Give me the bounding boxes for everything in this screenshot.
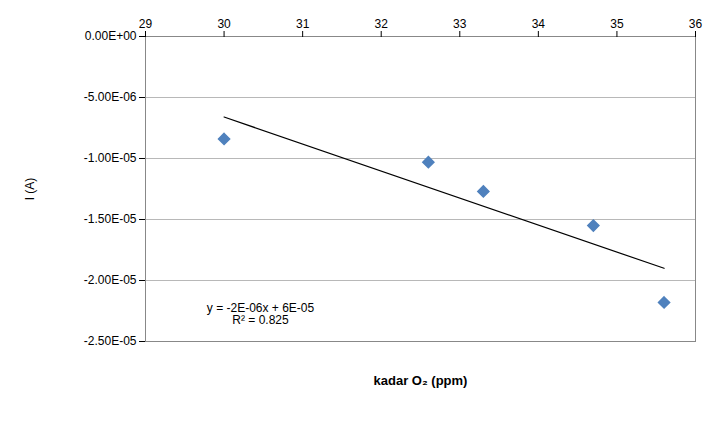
- svg-text:36: 36: [689, 17, 703, 31]
- svg-text:0.00E+00: 0.00E+00: [85, 29, 137, 43]
- svg-text:34: 34: [532, 17, 546, 31]
- svg-text:kadar O₂ (ppm): kadar O₂ (ppm): [374, 373, 468, 388]
- svg-text:y = -2E-06x + 6E-05R² = 0.825: y = -2E-06x + 6E-05R² = 0.825: [207, 301, 315, 327]
- svg-text:35: 35: [610, 17, 624, 31]
- svg-text:-2.00E-05: -2.00E-05: [84, 273, 137, 287]
- svg-text:30: 30: [217, 17, 231, 31]
- svg-text:33: 33: [453, 17, 467, 31]
- svg-text:-1.50E-05: -1.50E-05: [84, 212, 137, 226]
- svg-text:-1.00E-05: -1.00E-05: [84, 151, 137, 165]
- svg-text:-5.00E-06: -5.00E-06: [84, 90, 137, 104]
- svg-text:29: 29: [139, 17, 153, 31]
- svg-text:31: 31: [296, 17, 310, 31]
- svg-text:I (A): I (A): [23, 178, 37, 201]
- svg-text:-2.50E-05: -2.50E-05: [84, 334, 137, 348]
- svg-text:32: 32: [375, 17, 389, 31]
